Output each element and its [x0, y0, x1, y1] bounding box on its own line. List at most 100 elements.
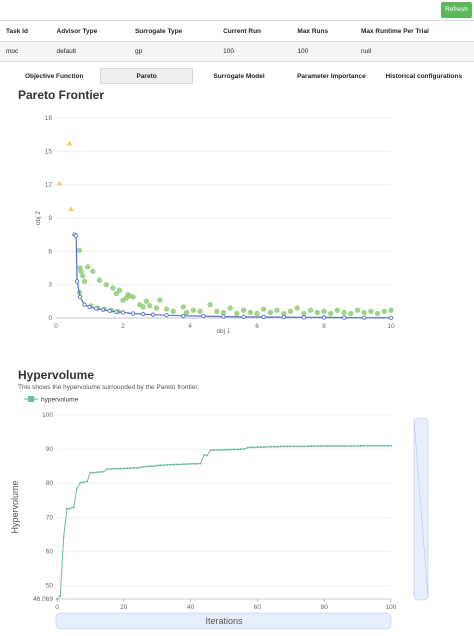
hypervolume-point	[269, 445, 272, 448]
tab-bar: Objective Function Pareto Surrogate Mode…	[8, 68, 470, 84]
refresh-button[interactable]: Refresh	[441, 2, 472, 18]
frontier-point	[73, 233, 79, 238]
sample-point	[247, 309, 253, 316]
hypervolume-point	[326, 445, 329, 447]
column-header-max-runs: Max Runs	[291, 20, 355, 42]
hypervolume-point	[350, 445, 352, 447]
sample-point	[183, 309, 190, 316]
sample-point	[180, 304, 186, 310]
hypervolume-point	[386, 444, 389, 447]
sample-point	[240, 307, 247, 313]
frontier-point	[87, 304, 92, 310]
tab-objective-function[interactable]: Objective Function	[24, 73, 84, 80]
hypervolume-point	[159, 464, 162, 467]
cell-max-runs: 100	[291, 41, 355, 62]
frontier-point	[164, 313, 169, 318]
hypervolume-point	[299, 445, 302, 448]
sample-point	[287, 308, 294, 315]
sample-point	[78, 268, 84, 275]
y-axis-label: obj 2	[35, 211, 42, 225]
hypervolume-point	[62, 535, 65, 538]
y-min-label: 46.069	[33, 596, 53, 603]
hypervolume-point	[59, 594, 62, 597]
outlier-point	[66, 140, 73, 146]
hypervolume-point	[136, 466, 139, 469]
frontier-point	[362, 315, 367, 320]
tab-surrogate-model[interactable]: Surrogate Model	[213, 73, 265, 80]
hypervolume-point	[346, 445, 349, 447]
hypervolume-point	[102, 470, 105, 473]
x-tick-label: 6	[255, 323, 259, 330]
sample-point	[388, 307, 394, 313]
hypervolume-point	[336, 445, 339, 447]
hypervolume-point	[106, 468, 108, 471]
hypervolume-point	[249, 446, 252, 449]
x-axis-label: Iterations	[205, 616, 243, 626]
sample-point	[90, 268, 96, 275]
cell-surrogate-type: gp	[128, 41, 218, 62]
sample-point	[381, 308, 387, 315]
hypervolume-point	[72, 506, 75, 509]
hypervolume-point	[199, 462, 202, 465]
hypervolume-point	[343, 445, 346, 447]
sample-point	[307, 307, 314, 313]
hypervolume-point	[226, 448, 229, 451]
x-tick-label: 80	[321, 604, 329, 611]
hypervolume-point	[390, 444, 392, 447]
cell-current-run: 100	[217, 41, 292, 62]
tab-parameter-importance[interactable]: Parameter Importance	[297, 73, 366, 80]
table-header-row: Task Id Advisor Type Surrogate Type Curr…	[0, 20, 474, 42]
sample-point	[368, 308, 374, 315]
cell-advisor-type: default	[50, 41, 129, 62]
pareto-title: Pareto Frontier	[18, 88, 105, 102]
hypervolume-point	[189, 462, 192, 465]
frontier-point	[107, 308, 112, 313]
y-tick-label: 18	[45, 115, 53, 122]
sample-point	[374, 310, 381, 317]
sample-point	[301, 310, 307, 317]
legend-marker	[28, 396, 34, 402]
x-tick-label: 8	[322, 323, 326, 330]
y-tick-label: 0	[48, 315, 52, 322]
hypervolume-point	[169, 463, 172, 466]
hypervolume-point	[223, 448, 225, 451]
hypervolume-point	[146, 465, 149, 468]
y-axis-label: Hypervolume	[10, 480, 20, 533]
y-tick-label: 100	[42, 412, 53, 419]
hypervolume-point	[266, 445, 269, 448]
frontier-point	[221, 314, 226, 319]
hypervolume-point	[193, 462, 195, 465]
hypervolume-point	[283, 445, 286, 448]
hypervolume-point	[233, 448, 235, 451]
hypervolume-point	[340, 445, 342, 447]
hypervolume-point	[329, 445, 332, 447]
hypervolume-point	[92, 471, 95, 474]
hypervolume-point	[323, 445, 326, 447]
y-tick-label: 90	[46, 446, 54, 453]
hypervolume-point	[209, 449, 212, 452]
sample-point	[130, 294, 136, 300]
hypervolume-point	[236, 448, 239, 451]
hypervolume-point	[176, 463, 179, 466]
sample-point	[361, 309, 367, 316]
hypervolume-point	[276, 445, 279, 448]
tab-historical-configurations[interactable]: Historical configurations	[385, 73, 463, 80]
hypervolume-point	[296, 445, 299, 448]
hypervolume-point	[196, 462, 199, 465]
hypervolume-point	[229, 448, 232, 451]
hypervolume-point	[116, 467, 119, 470]
x-tick-label: 2	[121, 323, 125, 330]
sample-point	[113, 290, 120, 297]
hypervolume-point	[319, 445, 322, 447]
sample-point	[110, 285, 116, 291]
hypervolume-description: This shows the hypervolume surrounded by…	[18, 384, 200, 391]
column-header-advisor-type: Advisor Type	[50, 20, 129, 42]
y-tick-label: 15	[45, 148, 53, 155]
x-tick-label: 4	[188, 323, 192, 330]
tab-pareto[interactable]: Pareto	[100, 68, 193, 84]
hypervolume-point	[66, 507, 68, 510]
hypervolume-point	[142, 465, 145, 468]
sample-point	[334, 307, 341, 313]
sample-point	[261, 306, 267, 312]
